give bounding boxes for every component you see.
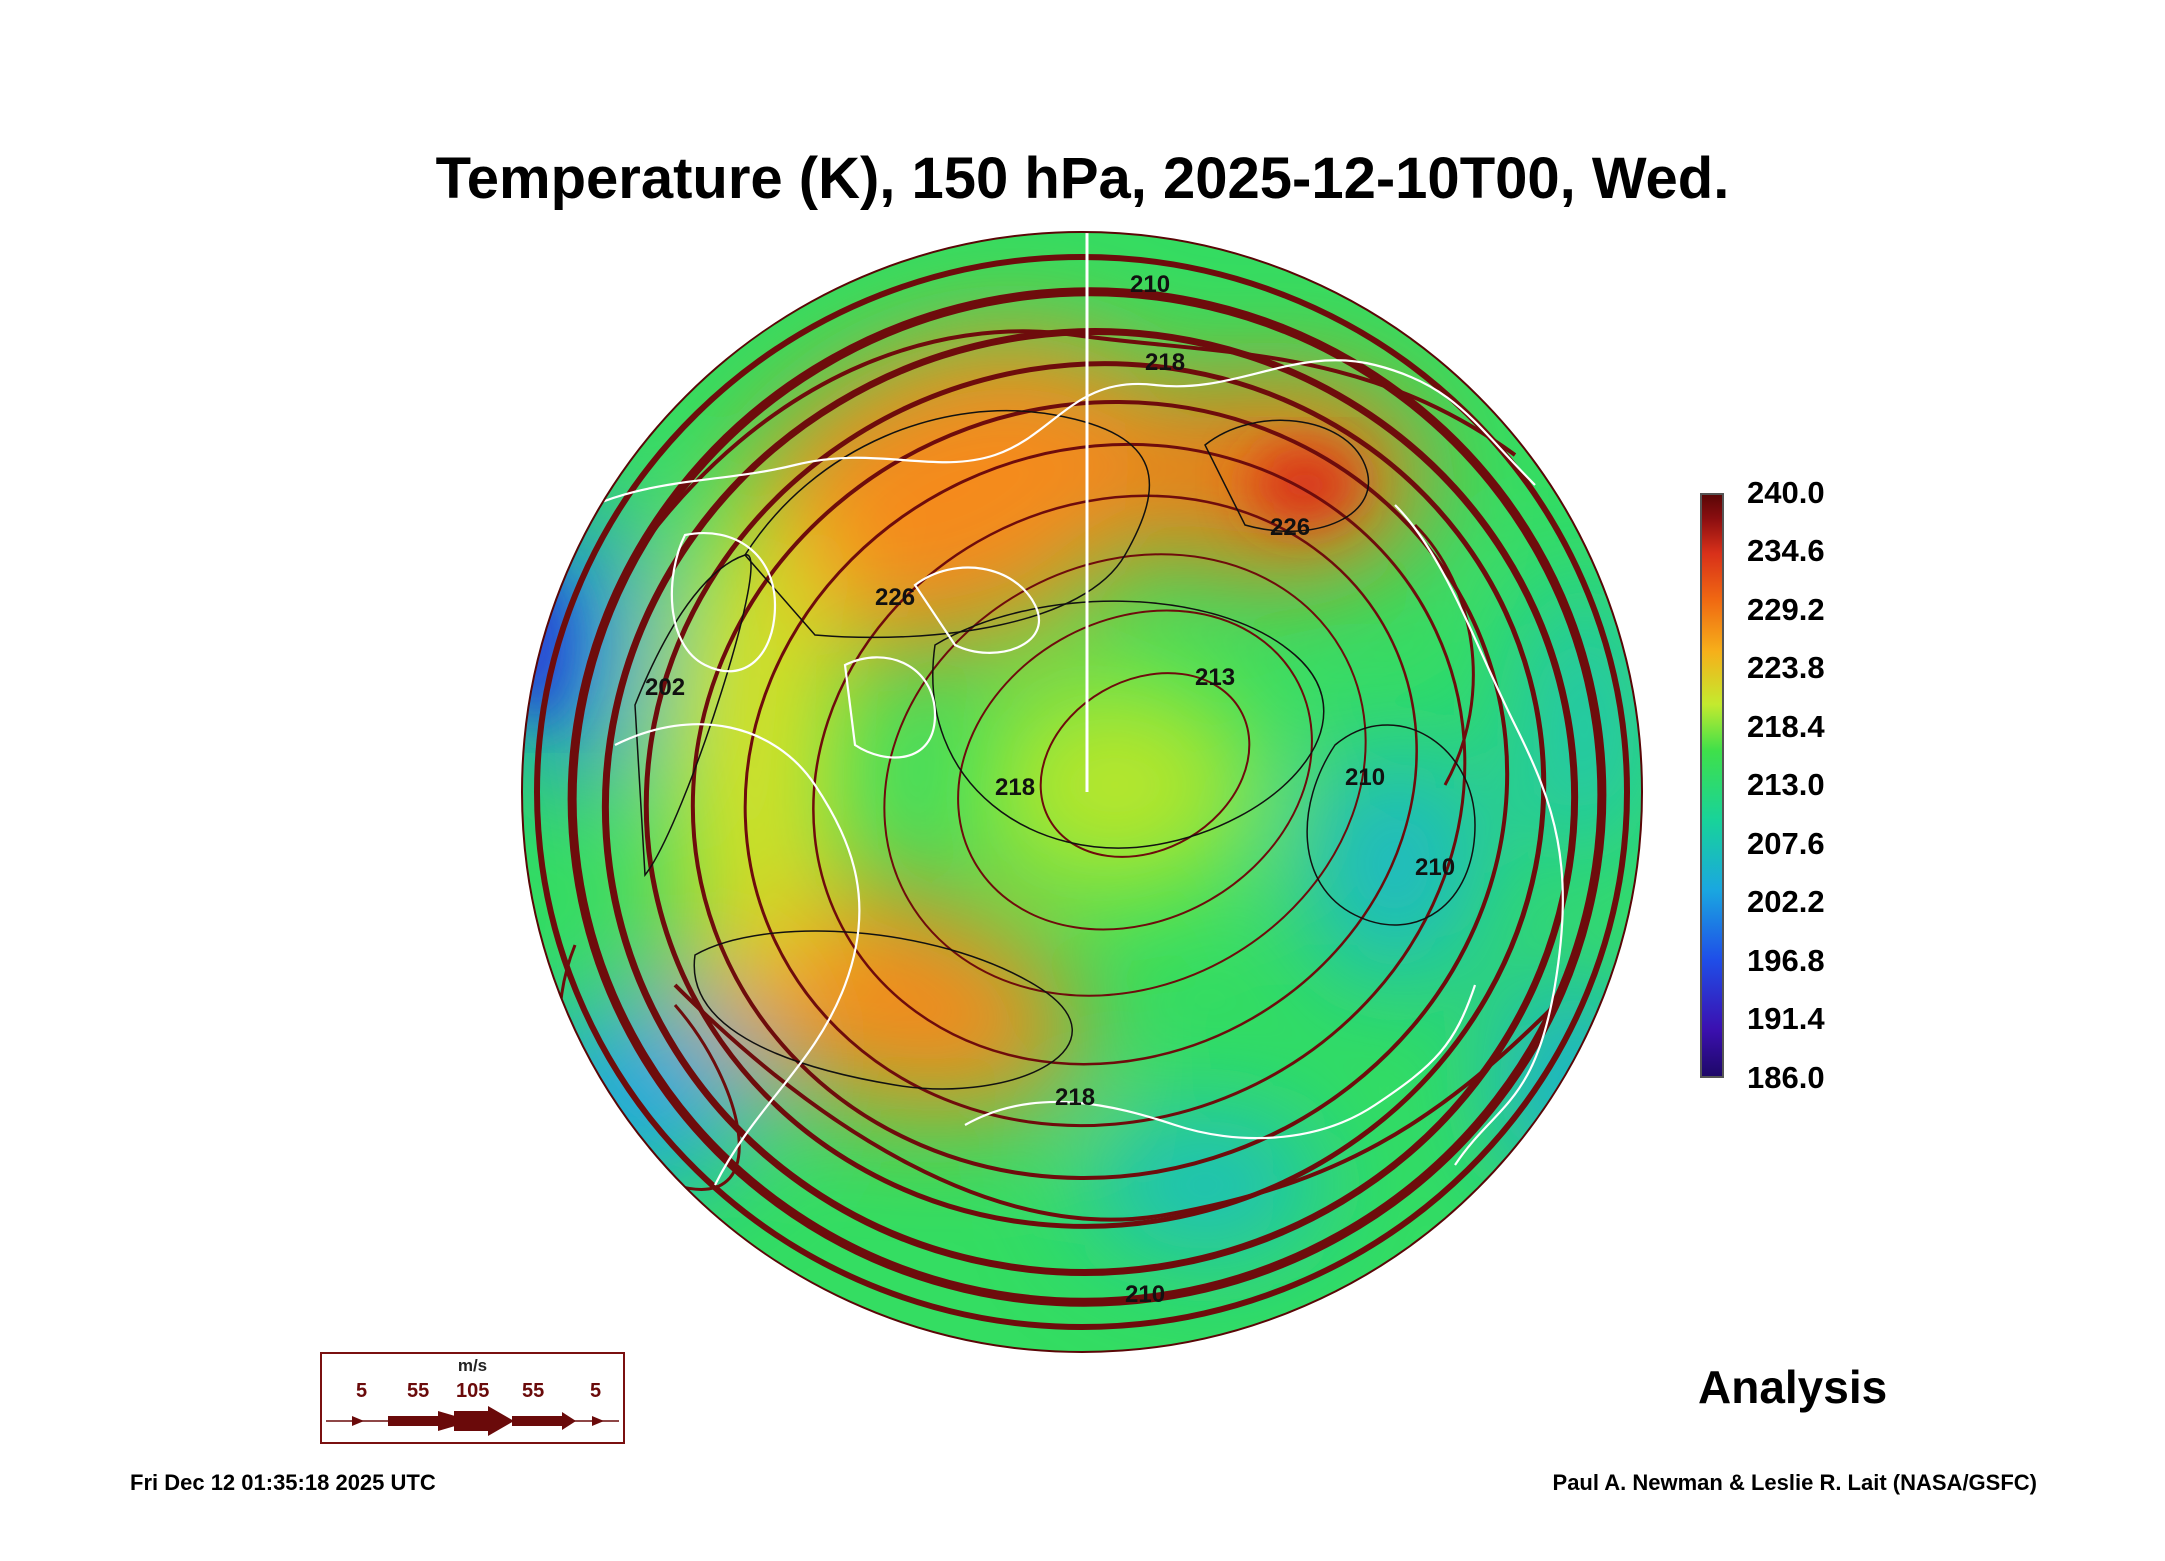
colorbar-tick: 196.8 (1747, 943, 1825, 978)
arrow-icon (592, 1416, 604, 1426)
colorbar-tick: 234.6 (1747, 533, 1825, 568)
streamline-outer-1 (534, 254, 1630, 1330)
streamline-inner-3 (957, 609, 1313, 931)
colorbar-tick: 229.2 (1747, 592, 1825, 627)
contour-label: 218 (1145, 349, 1185, 376)
wind-streamlines (534, 254, 1630, 1330)
legend-value: 5 (590, 1380, 602, 1402)
contour-label: 213 (1195, 664, 1235, 691)
colorbar-tick: 213.0 (1747, 767, 1825, 802)
coastline-europe-africa (964, 984, 1477, 1140)
arrow-icon (562, 1412, 576, 1430)
legend-value: 5 (356, 1380, 368, 1402)
legend-bar-55 (388, 1416, 438, 1426)
analysis-label: Analysis (1698, 1361, 1888, 1413)
colorbar-tick: 240.0 (1747, 475, 1825, 510)
hot-spot-northeast (1250, 445, 1360, 525)
colorbar-tick: 207.6 (1747, 826, 1825, 861)
coastline-north-america (614, 723, 861, 1186)
legend-bar-105 (454, 1411, 488, 1431)
coastline-greenland (670, 532, 777, 673)
legend-value: 105 (456, 1380, 490, 1402)
temperature-contours (634, 409, 1476, 1090)
arrow-icon (352, 1416, 364, 1426)
contour-218-south (693, 930, 1073, 1090)
contour-label: 202 (645, 674, 685, 701)
streamline-inner-4 (1039, 672, 1251, 858)
colorbar-tick: 186.0 (1747, 1060, 1825, 1095)
streamline-south-wave (673, 983, 1557, 1222)
legend-value: 55 (407, 1380, 430, 1402)
wind-speed-legend: m/s 5 55 105 55 5 (320, 1352, 625, 1444)
legend-bar-55 (512, 1416, 562, 1426)
legend-unit: m/s (457, 1356, 488, 1375)
cool-region-south (1085, 1115, 1325, 1255)
author-credit: Paul A. Newman & Leslie R. Lait (NASA/GS… (1552, 1470, 2037, 1495)
contour-label: 226 (875, 584, 915, 611)
warm-region-north (732, 333, 1178, 657)
streamline-outer-3 (601, 328, 1579, 1276)
streamline-north-wave (633, 329, 1517, 557)
colorbar-tick: 191.4 (1747, 1001, 1825, 1036)
coastlines (554, 359, 1564, 1186)
colorbar-tick: 218.4 (1747, 709, 1825, 744)
coastline-east-asia (1394, 504, 1564, 1166)
temperature-colorbar (1700, 493, 1724, 1078)
contour-label: 226 (1270, 514, 1310, 541)
contour-label: 210 (1130, 271, 1170, 298)
colorbar-tick: 202.2 (1747, 884, 1825, 919)
contour-label: 218 (1055, 1084, 1095, 1111)
coastline-arctic-islands (913, 566, 1041, 654)
contour-210-east (1306, 724, 1476, 926)
contour-213-center (932, 600, 1325, 849)
contour-218-west (634, 554, 752, 877)
streamline-mid-3 (743, 442, 1467, 1128)
cool-region-far-east (1495, 975, 1642, 1195)
contour-label: 218 (995, 774, 1035, 801)
streamline-outer-2 (567, 287, 1607, 1307)
contour-label: 210 (1415, 854, 1455, 881)
legend-arrow-scale (326, 1406, 619, 1436)
legend-value: 55 (522, 1380, 545, 1402)
coastline-eurasia-north (554, 359, 1536, 526)
contour-label: 210 (1345, 764, 1385, 791)
contour-226-northeast (1204, 419, 1370, 532)
arrow-icon (488, 1406, 514, 1436)
streamline-inner-2 (883, 553, 1367, 997)
cool-region-east (1305, 745, 1485, 985)
streamline-inner-1 (812, 494, 1418, 1066)
map-title: Temperature (K), 150 hPa, 2025-12-10T00,… (435, 146, 1730, 211)
contour-label: 210 (1125, 1281, 1165, 1308)
polar-temperature-map: 210 218 226 226 213 218 210 210 202 218 … (521, 231, 1643, 1353)
coastline-hudson (843, 656, 937, 759)
generation-timestamp: Fri Dec 12 01:35:18 2025 UTC (130, 1470, 436, 1495)
streamline-mid-2 (690, 399, 1510, 1181)
streamline-mid-1 (643, 361, 1547, 1229)
globe-outline (521, 231, 1643, 1353)
streamline-east-loop (1413, 523, 1475, 786)
warm-band-west (665, 505, 845, 985)
colorbar-tick: 223.8 (1747, 650, 1825, 685)
contour-226-north (744, 409, 1151, 639)
